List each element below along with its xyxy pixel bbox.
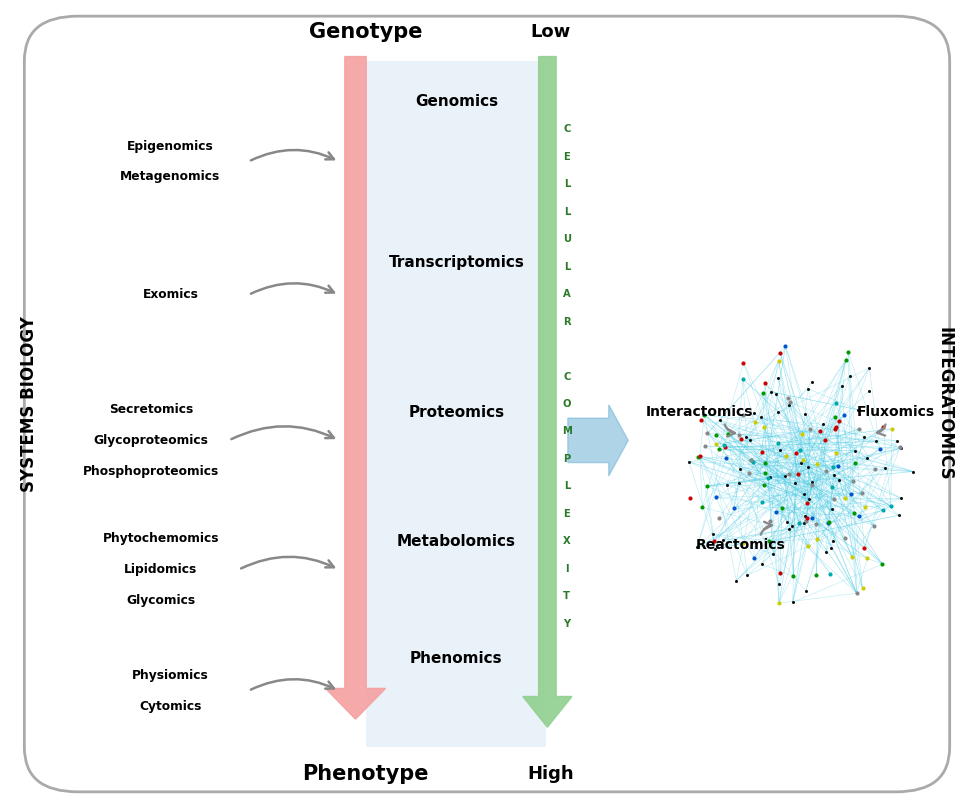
Bar: [366, 61, 546, 747]
Text: SYSTEMS BIOLOGY: SYSTEMS BIOLOGY: [20, 316, 38, 492]
Text: Metabolomics: Metabolomics: [396, 534, 516, 549]
Text: Glycoproteomics: Glycoproteomics: [94, 434, 208, 447]
Text: E: E: [564, 152, 570, 162]
Text: Phytochemomics: Phytochemomics: [102, 532, 219, 545]
FancyArrow shape: [325, 57, 386, 719]
Text: Proteomics: Proteomics: [408, 405, 505, 419]
FancyArrow shape: [523, 57, 572, 727]
Text: Physiomics: Physiomics: [132, 669, 208, 682]
Text: Y: Y: [563, 619, 571, 629]
Text: Genomics: Genomics: [415, 94, 498, 108]
Text: Exomics: Exomics: [142, 288, 199, 301]
Text: Glycomics: Glycomics: [127, 594, 195, 607]
FancyBboxPatch shape: [24, 16, 950, 792]
Text: Phenotype: Phenotype: [302, 764, 429, 784]
Text: Interactomics: Interactomics: [646, 405, 753, 419]
Text: Reactomics: Reactomics: [695, 538, 785, 553]
Text: Epigenomics: Epigenomics: [127, 140, 214, 153]
Text: C: C: [563, 372, 571, 381]
Text: INTEGRATOMICS: INTEGRATOMICS: [936, 327, 954, 481]
Text: X: X: [563, 537, 571, 546]
Text: A: A: [563, 289, 571, 299]
Text: L: L: [564, 262, 570, 271]
Text: L: L: [564, 482, 570, 491]
Text: Low: Low: [530, 23, 571, 41]
Text: P: P: [563, 454, 571, 464]
Text: L: L: [564, 179, 570, 189]
Text: Phosphoproteomics: Phosphoproteomics: [83, 465, 219, 478]
Text: Phenomics: Phenomics: [410, 651, 503, 666]
Text: Lipidomics: Lipidomics: [124, 563, 198, 576]
Text: R: R: [563, 317, 571, 326]
Text: Metagenomics: Metagenomics: [121, 170, 220, 183]
Text: E: E: [564, 509, 570, 519]
Text: U: U: [563, 234, 571, 244]
Text: O: O: [563, 399, 571, 409]
Text: High: High: [527, 765, 574, 783]
Text: Cytomics: Cytomics: [139, 700, 202, 713]
Text: Transcriptomics: Transcriptomics: [389, 255, 524, 270]
FancyArrow shape: [568, 405, 628, 476]
Text: T: T: [563, 591, 571, 601]
Text: Genotype: Genotype: [309, 23, 422, 42]
Text: C: C: [563, 124, 571, 134]
Text: Secretomics: Secretomics: [109, 403, 193, 416]
Text: Fluxomics: Fluxomics: [857, 405, 935, 419]
Text: I: I: [565, 564, 569, 574]
Text: L: L: [564, 207, 570, 217]
Text: M: M: [562, 427, 572, 436]
